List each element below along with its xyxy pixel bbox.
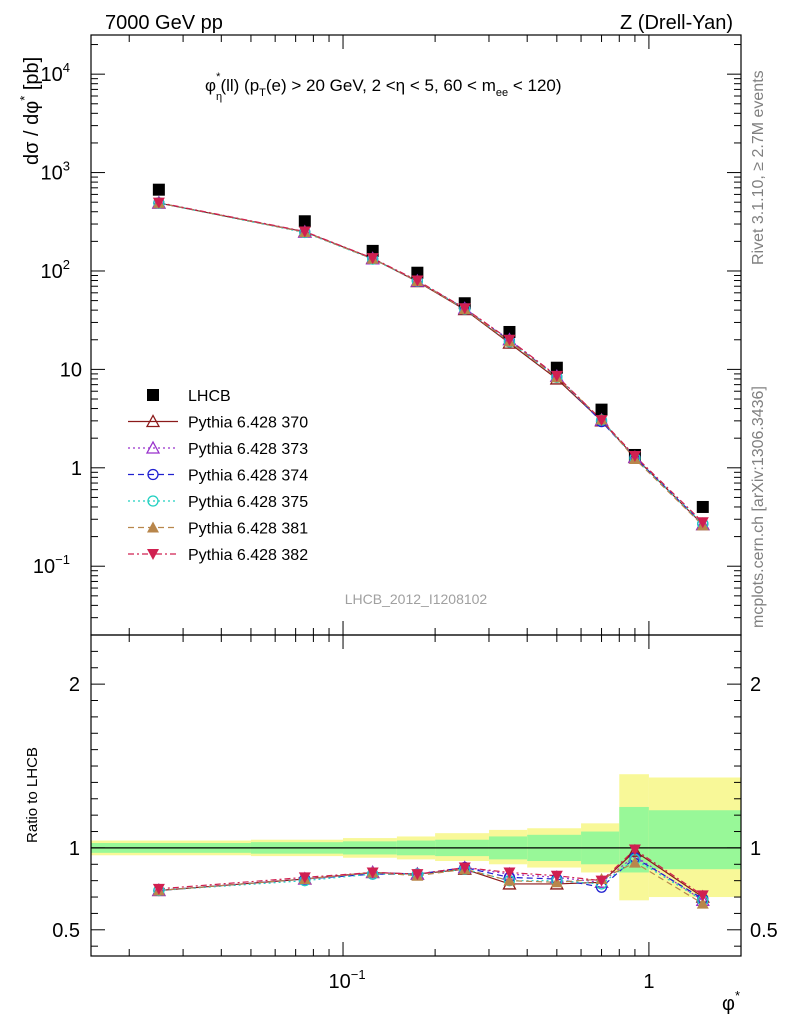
ratio-y-tick-label: 1 [69,838,80,860]
ratio-point-p382 [298,872,311,884]
legend-label-p382: Pythia 6.428 382 [188,547,308,564]
legend-marker-p373 [145,440,161,454]
point-p382 [696,517,709,529]
point-p382 [550,370,563,382]
main-panel-series [151,183,710,531]
point-p382 [152,197,165,209]
legend-marker-p370 [145,414,161,428]
rivet-side-label: Rivet 3.1.10, ≥ 2.7M events [750,70,767,265]
point-p382 [366,253,379,265]
legend-label-p373: Pythia 6.428 373 [188,441,308,458]
point-p382 [298,226,311,238]
legend-label-p381: Pythia 6.428 381 [188,521,308,538]
ratio-point-p382 [152,883,165,895]
ratio-point-p382 [628,844,641,856]
ratio-point-p382 [411,869,424,881]
legend-label-p374: Pythia 6.428 374 [188,468,308,485]
ratio-y-tick-label: 2 [69,674,80,696]
ratio-point-p382 [366,867,379,879]
ratio-line-p382 [158,848,704,896]
ratio-line-p374 [158,856,704,900]
x-tick-label: 10−1 [328,967,365,993]
series-line-p382 [158,202,704,523]
ratio-y-tick-label: 0.5 [52,920,80,942]
y-tick-label: 10−1 [33,552,70,578]
legend-marker-p382 [147,549,159,560]
ratio-panel-frame [90,634,742,957]
ratio-point-p382 [458,862,471,874]
energy-label: 7000 GeV pp [105,12,223,34]
ratio-point-p382 [550,870,563,882]
ratio-y-tick-label-right: 2 [750,674,761,696]
ratio-panel-series [151,843,710,909]
legend-marker-p374 [147,468,159,481]
ratio-point-p382 [696,890,709,902]
point-p382 [458,303,471,315]
ratio-uncertainty-band [91,774,741,901]
ratio-point-p381 [696,897,709,909]
mcplots-side-label: mcplots.cern.ch [arXiv:1306.3436] [750,386,767,628]
ratio-point-p381 [503,874,516,886]
legend-label-p370: Pythia 6.428 370 [188,415,308,432]
main-panel-axes: 10−1 1 10 102 103 104 [33,35,742,636]
ratio-y-tick-label-right: 0.5 [750,920,778,942]
ratio-panel-axes: 10−1 1 0.5 0.5 1 1 2 2 [52,635,778,993]
plot-title: φη*(ll) (pT(e) > 20 GeV, 2 <η < 5, 60 < … [205,71,562,103]
band-inner-bin [648,810,741,870]
point-data [152,183,165,196]
y-tick-label: 102 [41,257,70,283]
point-data [595,403,608,416]
y-tick-label: 103 [41,159,70,185]
point-data [550,361,563,374]
y-tick-label: 1 [71,458,82,480]
ratio-point-p381 [628,856,641,868]
ratio-point-p382 [503,867,516,879]
y-tick-label: 10 [60,359,82,381]
x-tick-label: 1 [643,971,654,993]
ratio-ylabel: Ratio to LHCB [24,747,41,843]
main-panel-frame [90,34,742,636]
legend-marker-p375 [147,495,159,507]
main-ylabel: dσ / dφ* [pb] [17,57,43,165]
ratio-line-p375 [158,858,704,901]
legend: LHCB Pythia 6.428 370 Pythia 6.428 373 Pyth… [128,388,308,564]
y-tick-label: 104 [41,60,70,86]
legend-label-data: LHCB [188,388,231,405]
ratio-y-tick-label-right: 1 [750,838,761,860]
point-p382 [595,415,608,427]
ratio-point-p370 [627,843,643,857]
x-axis-label: φ* [722,988,740,1015]
legend-marker-data [147,389,159,401]
legend-label-p375: Pythia 6.428 375 [188,494,308,511]
ratio-point-p382 [595,875,608,887]
ratio-line-p381 [158,861,704,905]
process-label: Z (Drell-Yan) [620,12,733,34]
legend-marker-p381 [147,521,159,533]
analysis-id-label: LHCB_2012_I1208102 [345,591,488,607]
point-p382 [411,275,424,287]
point-p382 [628,450,641,462]
point-p382 [503,334,516,346]
series-line-p381 [158,202,704,526]
point-data [696,500,709,513]
point-data [298,215,311,228]
ratio-point-p381 [550,876,563,888]
